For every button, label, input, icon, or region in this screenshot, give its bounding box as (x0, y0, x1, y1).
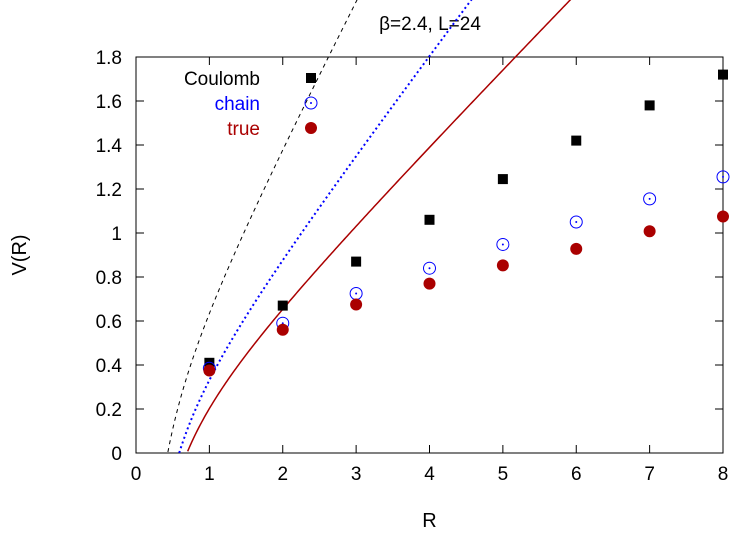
data-point-chain (349, 287, 363, 300)
fit-curves (167, 0, 572, 454)
fit-curve-true (186, 0, 572, 452)
data-point-coulomb (718, 69, 728, 80)
open-circle-center (310, 102, 312, 104)
data-point-coulomb (644, 100, 655, 111)
legend-label-coulomb: Coulomb (184, 69, 260, 90)
data-point-true (203, 364, 216, 377)
y-tick-label: 1.4 (96, 136, 123, 157)
axis-ticks: 0 1 2 3 4 5 6 7 8 0 0.2 0.4 0.6 0.8 1 1.2 1.4 1.6 1.8 (96, 48, 729, 485)
data-point-true (717, 210, 729, 223)
plot-frame (135, 56, 724, 454)
legend-label-true: true (227, 119, 260, 140)
x-tick-label: 7 (644, 464, 655, 485)
data-point-chain (569, 215, 583, 229)
y-tick-label: 0 (111, 444, 122, 465)
data-point-true (570, 242, 583, 255)
legend-label-chain: chain (215, 94, 260, 115)
fit-curve-coulomb (167, 0, 358, 453)
data-point-true (276, 323, 289, 336)
open-circle-marker (569, 215, 583, 229)
y-tick-label: 0.6 (96, 312, 122, 333)
open-circle-center (355, 292, 358, 295)
data-point-coulomb (424, 214, 435, 225)
data-point-coulomb (497, 174, 508, 185)
data-point-true (423, 277, 436, 290)
open-circle-marker (423, 261, 436, 275)
data-points (202, 69, 730, 377)
y-axis-label: V(R) (9, 234, 31, 275)
data-point-true (643, 225, 656, 238)
open-circle-marker (643, 192, 657, 206)
open-circle-marker (496, 237, 510, 251)
data-point-true (350, 298, 363, 311)
open-circle-marker (304, 96, 318, 110)
y-tick-label: 0.4 (96, 356, 123, 377)
x-tick-label: 4 (424, 464, 435, 485)
data-point-coulomb (277, 300, 288, 311)
chart-title: β=2.4, L=24 (379, 14, 481, 35)
open-circle-center (428, 267, 431, 270)
x-tick-label: 6 (571, 464, 582, 485)
y-tick-label: 1.6 (96, 92, 122, 113)
legend-marker-true (305, 122, 317, 134)
x-tick-label: 0 (131, 464, 142, 485)
x-tick-label: 1 (204, 464, 215, 485)
data-point-true (496, 259, 509, 272)
x-tick-label: 5 (498, 464, 509, 485)
open-circle-center (575, 221, 578, 223)
legend-marker-coulomb (306, 73, 316, 83)
legend: Coulomb chain true (184, 69, 318, 140)
data-point-chain (423, 261, 436, 275)
y-tick-label: 1 (111, 224, 122, 245)
open-circle-center (648, 197, 651, 200)
x-tick-label: 3 (351, 464, 362, 485)
open-circle-center (722, 175, 724, 178)
open-circle-center (501, 243, 504, 246)
data-point-chain (716, 170, 730, 184)
y-tick-label: 0.8 (96, 268, 122, 289)
y-tick-label: 1.8 (96, 48, 122, 69)
y-tick-label: 1.2 (96, 180, 122, 201)
data-point-coulomb (571, 135, 582, 146)
x-tick-label: 2 (277, 464, 288, 485)
data-point-chain (496, 237, 510, 251)
data-point-coulomb (351, 256, 362, 267)
open-circle-marker (716, 170, 730, 184)
fit-curve-chain (178, 0, 473, 454)
x-tick-label: 8 (718, 464, 729, 485)
open-circle-center (281, 322, 284, 325)
y-tick-label: 0.2 (96, 400, 122, 421)
x-axis-label: R (422, 510, 436, 532)
legend-marker-chain (304, 96, 318, 110)
data-point-chain (643, 192, 657, 206)
